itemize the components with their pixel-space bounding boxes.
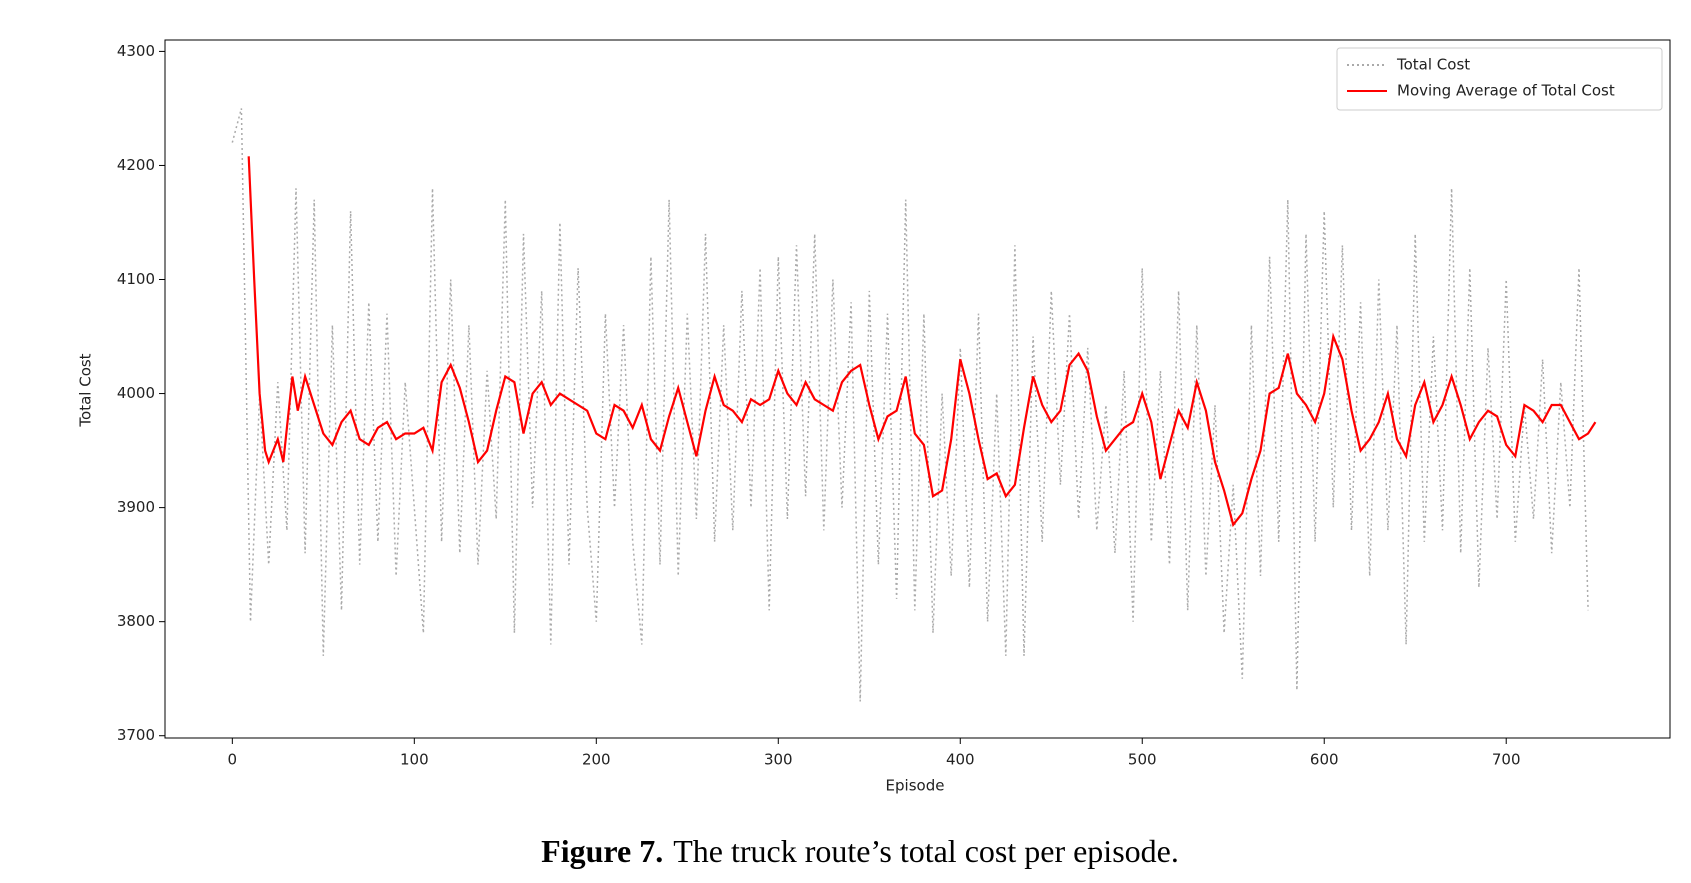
x-tick-label: 600 — [1310, 751, 1339, 769]
y-tick-label: 4000 — [117, 384, 155, 402]
legend-box — [1336, 47, 1663, 111]
y-tick-label: 4100 — [117, 270, 155, 288]
x-tick-label: 700 — [1492, 751, 1521, 769]
series-line — [247, 156, 1597, 528]
x-tick-label: 400 — [946, 751, 975, 769]
legend-label: Total Cost — [1396, 56, 1470, 74]
x-axis-label: Episode — [886, 777, 945, 795]
caption-text: The truck route’s total cost per episode… — [673, 833, 1179, 869]
y-tick-label: 3700 — [117, 726, 155, 744]
y-tick-label: 4200 — [117, 156, 155, 174]
y-tick-label: 3900 — [117, 498, 155, 516]
y-tick-label: 3800 — [117, 612, 155, 630]
x-tick-label: 500 — [1128, 751, 1157, 769]
legend-label: Moving Average of Total Cost — [1397, 82, 1615, 100]
plot-frame — [164, 39, 1671, 739]
caption-label: Figure 7. — [541, 833, 663, 869]
x-tick-label: 200 — [582, 751, 611, 769]
x-tick-label: 0 — [228, 751, 238, 769]
caption: Figure 7. The truck route’s total cost pe… — [541, 833, 1179, 869]
x-tick-label: 300 — [764, 751, 793, 769]
x-tick-label: 100 — [400, 751, 429, 769]
y-tick-label: 4300 — [117, 42, 155, 60]
y-axis-label: Total Cost — [77, 353, 95, 427]
